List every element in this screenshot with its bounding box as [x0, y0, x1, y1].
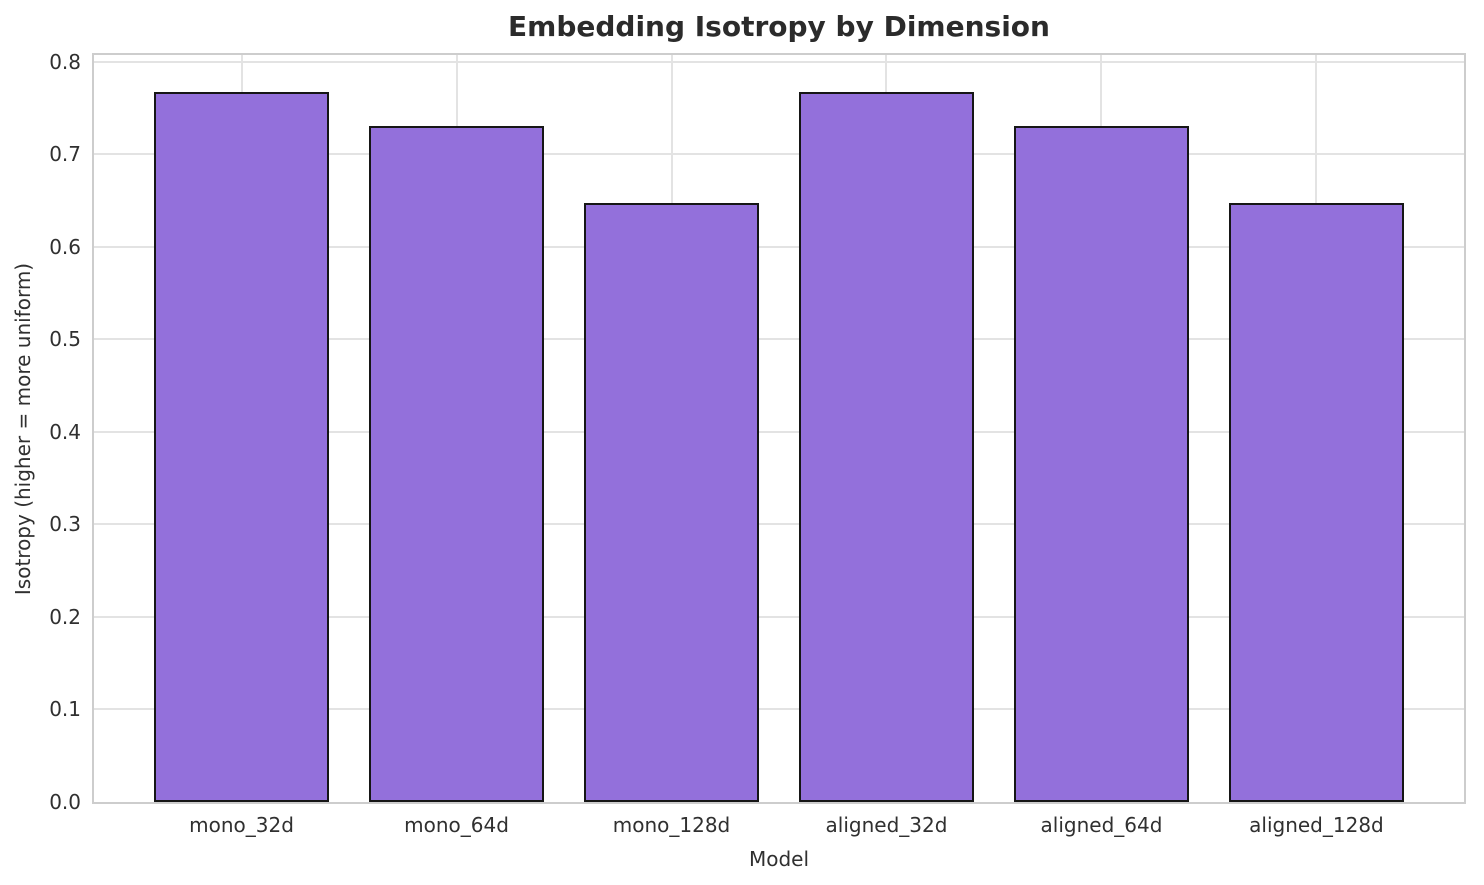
y-gridline	[94, 523, 1464, 526]
x-axis-label: Model	[748, 847, 810, 871]
y-gridline	[94, 338, 1464, 341]
bar-mono_32d	[154, 91, 330, 802]
y-gridline	[94, 708, 1464, 711]
x-tick-label: aligned_64d	[1040, 813, 1163, 837]
plot-area: 0.0 0.1 0.2 0.3 0.4 0.5 0.6 0.7 0.8 mono_32d mono_…	[49, 50, 1466, 837]
y-tick-label: 0.3	[49, 512, 81, 537]
y-tick-label: 0.7	[49, 142, 81, 167]
bar-mono_64d	[369, 125, 545, 802]
x-tick-label: mono_32d	[189, 813, 294, 837]
y-tick-label: 0.1	[49, 697, 81, 722]
bar-mono_128d	[584, 203, 759, 802]
x-tick-label: mono_128d	[612, 813, 731, 837]
y-tick-label: 0.4	[49, 419, 81, 444]
bar-aligned_128d	[1228, 203, 1404, 802]
y-tick-label: 0.8	[49, 49, 81, 74]
x-tick-label: aligned_128d	[1249, 813, 1384, 837]
y-tick-label: 0.6	[49, 234, 81, 259]
y-axis-label-container: Isotropy (higher = more uniform)	[0, 53, 46, 804]
y-gridline	[94, 60, 1464, 63]
y-gridline	[94, 153, 1464, 156]
y-tick-label: 0.2	[49, 604, 81, 629]
y-gridline	[94, 615, 1464, 618]
y-tick-label: 0.0	[49, 790, 81, 814]
x-tick-label: mono_64d	[404, 813, 509, 837]
chart-title: Embedding Isotropy by Dimension	[508, 10, 1050, 43]
y-gridline	[94, 245, 1464, 248]
bar-aligned_64d	[1013, 125, 1189, 802]
bar-aligned_32d	[798, 91, 974, 802]
y-gridline	[94, 430, 1464, 433]
x-tick-label: aligned_32d	[825, 813, 948, 837]
y-axis-label: Isotropy (higher = more uniform)	[11, 262, 35, 595]
y-tick-label: 0.5	[49, 327, 81, 352]
